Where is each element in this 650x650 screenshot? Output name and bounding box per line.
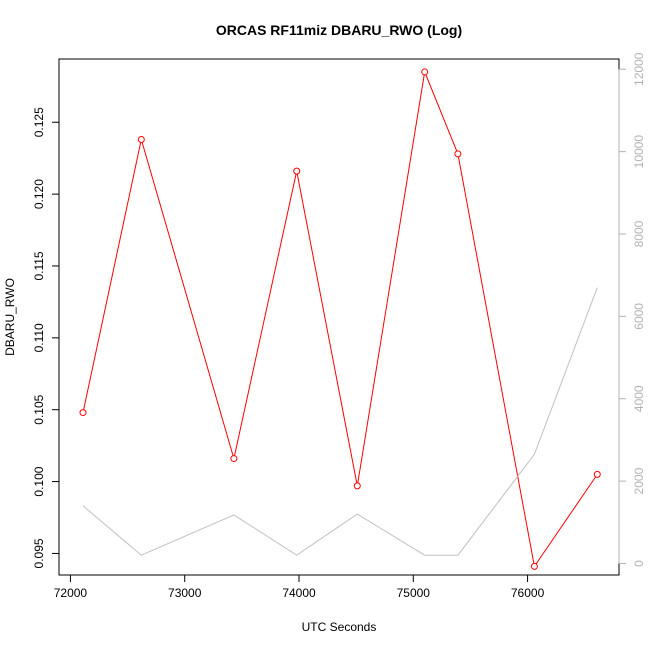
y-tick-label: 0.115: [32, 251, 46, 280]
y-axis-right: 0 2000 4000 6000 8000 10000 12000: [618, 52, 646, 567]
data-point: [454, 150, 462, 158]
x-tick-label: 73000: [168, 586, 202, 600]
x-tick-label: 75000: [397, 586, 431, 600]
primary-series-line: [82, 70, 598, 568]
y2-tick-label: 10000: [632, 135, 646, 169]
data-point: [530, 562, 538, 570]
data-point: [79, 409, 87, 417]
y-tick-label: 0.120: [32, 179, 46, 209]
y2-tick-label: 4000: [632, 385, 646, 412]
x-axis-label: UTC Seconds: [302, 620, 377, 634]
y2-tick-label: 6000: [632, 303, 646, 330]
y-tick-label: 0.110: [32, 323, 46, 352]
y2-tick-label: 12000: [632, 52, 646, 86]
data-point: [137, 135, 145, 143]
data-point: [421, 68, 429, 76]
x-tick-label: 76000: [511, 586, 545, 600]
y-tick-label: 0.105: [32, 394, 46, 424]
data-point: [293, 167, 301, 175]
secondary-series-line: [82, 287, 598, 556]
data-point: [593, 470, 601, 478]
y2-tick-label: 2000: [632, 467, 646, 494]
y-axis-label: DBARU_RWO: [3, 278, 17, 356]
y2-tick-label: 0: [632, 560, 646, 567]
data-point: [230, 455, 238, 463]
y-tick-label: 0.095: [32, 538, 46, 568]
y2-tick-label: 8000: [632, 220, 646, 247]
y-tick-label: 0.125: [32, 107, 46, 137]
x-tick-label: 72000: [54, 586, 88, 600]
series-lines: [82, 70, 598, 568]
data-point: [353, 482, 361, 490]
chart-title: ORCAS RF11miz DBARU_RWO (Log): [216, 22, 462, 38]
x-axis: 72000 73000 74000 75000 76000: [54, 574, 545, 600]
x-tick-label: 74000: [282, 586, 316, 600]
y-axis-left: 0.095 0.100 0.105 0.110 0.115 0.120 0.125: [32, 107, 60, 568]
y-tick-label: 0.100: [32, 466, 46, 496]
plot-frame: [58, 58, 620, 576]
series-points: [79, 68, 601, 570]
